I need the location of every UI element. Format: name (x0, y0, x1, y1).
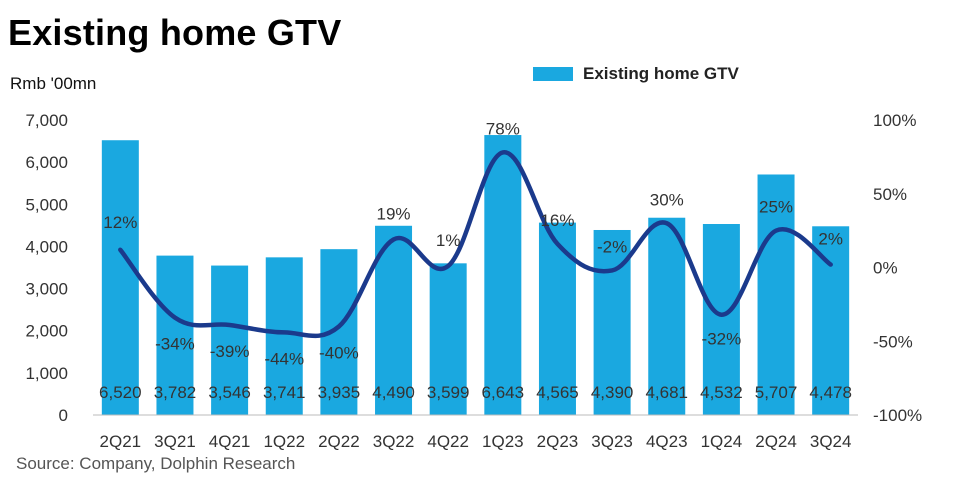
x-axis-tick-label: 3Q24 (810, 432, 852, 451)
x-axis-tick-label: 2Q21 (100, 432, 142, 451)
bar-value-label: 4,565 (536, 383, 579, 402)
right-axis-tick-label: -100% (873, 406, 922, 425)
legend: Existing home GTV (533, 64, 739, 84)
x-axis-tick-label: 1Q23 (482, 432, 524, 451)
source-note: Source: Company, Dolphin Research (16, 454, 296, 473)
bar-value-label: 4,390 (591, 383, 634, 402)
bar (211, 265, 249, 415)
left-axis-tick-label: 5,000 (25, 195, 68, 214)
bar-value-label: 3,546 (208, 383, 251, 402)
line-value-label: -32% (702, 330, 742, 349)
bar-value-label: 3,599 (427, 383, 470, 402)
left-axis-tick-label: 7,000 (25, 111, 68, 130)
line-value-label: 12% (103, 213, 137, 232)
left-axis-tick-label: 1,000 (25, 364, 68, 383)
x-axis-tick-label: 2Q22 (318, 432, 360, 451)
line-value-label: 25% (759, 198, 793, 217)
bar (812, 226, 850, 415)
x-axis-tick-label: 3Q22 (373, 432, 415, 451)
right-axis-tick-label: 0% (873, 259, 898, 278)
line-value-label: 78% (486, 119, 520, 138)
bar-value-label: 4,532 (700, 383, 743, 402)
left-axis-tick-label: 2,000 (25, 322, 68, 341)
line-value-label: 19% (377, 204, 411, 223)
legend-label: Existing home GTV (583, 64, 739, 83)
bar-value-label: 6,643 (482, 383, 525, 402)
x-axis-tick-label: 4Q21 (209, 432, 251, 451)
line-value-label: 16% (540, 211, 574, 230)
left-axis-tick-label: 4,000 (25, 237, 68, 256)
line-value-label: -44% (264, 349, 304, 368)
bar-value-label: 6,520 (99, 383, 142, 402)
chart-title: Existing home GTV (8, 12, 342, 53)
x-axis-tick-label: 4Q22 (427, 432, 469, 451)
bar (648, 217, 686, 415)
x-axis-tick-label: 4Q23 (646, 432, 688, 451)
bar (484, 135, 522, 416)
bar (375, 225, 413, 415)
bar (702, 224, 740, 415)
x-axis-tick-label: 1Q24 (701, 432, 743, 451)
bar (429, 263, 467, 415)
bar (757, 174, 795, 415)
left-axis-unit-label: Rmb '00mn (10, 74, 97, 93)
growth-line (118, 150, 833, 339)
legend-swatch-bar (533, 67, 573, 81)
x-axis-tick-label: 3Q23 (591, 432, 633, 451)
bar-value-label: 5,707 (755, 383, 798, 402)
bar-value-label: 4,490 (372, 383, 415, 402)
line-value-label: -2% (597, 237, 627, 256)
bar-value-label: 4,681 (645, 383, 688, 402)
line-value-label: 1% (436, 231, 461, 250)
bar-value-label: 4,478 (809, 383, 852, 402)
line-value-label: 2% (818, 230, 843, 249)
x-axis-tick-label: 2Q23 (537, 432, 579, 451)
x-axis-tick-label: 3Q21 (154, 432, 196, 451)
left-axis-tick-label: 0 (59, 406, 68, 425)
bar (101, 140, 139, 415)
x-axis-tick-label: 1Q22 (263, 432, 305, 451)
line-value-label: -39% (210, 342, 250, 361)
left-axis-tick-label: 3,000 (25, 280, 68, 299)
line-value-label: -40% (319, 344, 359, 363)
bar-value-label: 3,741 (263, 383, 306, 402)
right-axis-tick-label: 50% (873, 185, 907, 204)
left-axis-tick-label: 6,000 (25, 153, 68, 172)
bar (265, 257, 303, 415)
line-value-label: 30% (650, 190, 684, 209)
bar (156, 255, 194, 415)
bar-value-label: 3,935 (318, 383, 361, 402)
right-axis-tick-label: -50% (873, 332, 913, 351)
x-axis-tick-label: 2Q24 (755, 432, 797, 451)
line-value-label: -34% (155, 335, 195, 354)
bar-value-label: 3,782 (154, 383, 197, 402)
right-axis-tick-label: 100% (873, 111, 916, 130)
